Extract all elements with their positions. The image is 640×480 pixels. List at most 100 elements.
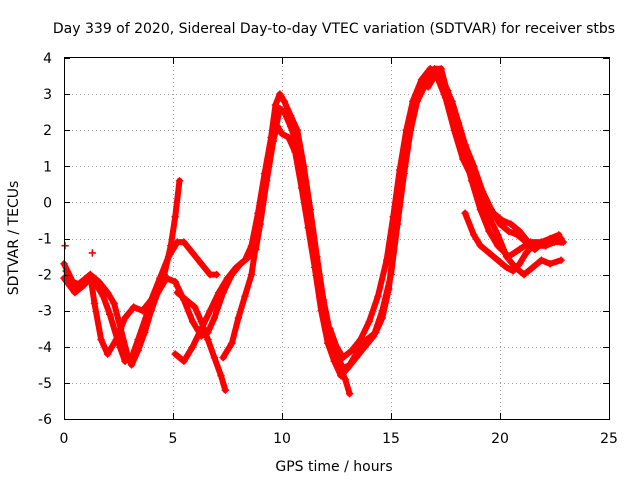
data-point	[515, 245, 524, 254]
data-point	[310, 263, 319, 272]
data-point	[520, 270, 528, 279]
data-point	[103, 350, 112, 358]
data-point	[306, 205, 315, 214]
plot-frame	[64, 57, 610, 420]
data-point	[509, 267, 517, 275]
data-point	[515, 259, 524, 268]
data-point	[470, 162, 478, 171]
data-point	[247, 270, 256, 279]
data-point	[234, 314, 243, 322]
data-point	[494, 256, 502, 264]
data-point	[504, 252, 513, 261]
data-point	[387, 270, 395, 279]
data-point	[188, 249, 197, 257]
data-point	[197, 259, 206, 268]
data-point	[151, 292, 160, 301]
data-point	[223, 274, 232, 283]
data-point	[164, 252, 173, 261]
x-tick-label: 10	[273, 431, 291, 447]
y-tick-label: 0	[43, 195, 52, 211]
data-point	[402, 126, 411, 134]
data-point	[97, 335, 105, 344]
data-point	[204, 335, 212, 344]
data-point	[496, 220, 504, 228]
data-point	[424, 83, 432, 91]
data-point	[156, 274, 164, 283]
data-point	[487, 205, 496, 214]
data-point	[127, 353, 136, 362]
x-tick-label: 5	[169, 431, 178, 447]
data-point	[121, 357, 129, 366]
data-point	[409, 97, 417, 106]
data-point	[191, 303, 199, 311]
series-outlier	[61, 241, 97, 257]
data-point	[110, 299, 118, 308]
data-point	[337, 371, 345, 380]
data-point	[546, 234, 554, 243]
data-point	[232, 263, 241, 272]
data-point	[513, 231, 522, 239]
y-axis-label: SDTVAR / TECUs	[6, 181, 22, 296]
data-point	[470, 231, 478, 239]
data-point	[461, 209, 469, 218]
data-point	[389, 213, 397, 221]
data-point	[343, 364, 352, 373]
data-point	[241, 292, 249, 301]
y-tick-label: -1	[38, 232, 52, 248]
data-point	[494, 231, 502, 239]
data-point	[180, 357, 188, 366]
data-point	[88, 249, 97, 257]
data-point	[300, 162, 308, 171]
data-point	[134, 335, 142, 344]
x-tick-label: 25	[600, 431, 618, 447]
data-point	[395, 166, 404, 174]
data-point	[382, 256, 391, 264]
data-point	[417, 75, 426, 84]
data-point	[494, 241, 502, 250]
data-point	[522, 238, 530, 246]
data-point	[92, 281, 101, 290]
y-tick-label: 4	[43, 51, 52, 67]
data-point	[173, 238, 182, 246]
data-point	[293, 126, 302, 134]
data-point	[86, 274, 94, 283]
data-point	[206, 270, 214, 279]
data-point	[361, 343, 369, 351]
data-point	[555, 231, 563, 239]
data-point	[537, 238, 546, 246]
data-point	[221, 386, 230, 394]
data-point	[114, 339, 123, 347]
data-point	[90, 299, 99, 308]
data-point	[435, 68, 443, 77]
data-point	[267, 140, 275, 149]
data-point	[273, 122, 282, 131]
y-tick-label: -5	[38, 376, 52, 392]
x-axis-label: GPS time / hours	[275, 459, 392, 475]
data-point	[304, 223, 312, 232]
data-point	[326, 324, 334, 333]
data-point	[369, 332, 378, 340]
data-point	[528, 263, 537, 272]
data-point	[332, 343, 341, 351]
data-point	[291, 148, 299, 156]
data-point	[378, 306, 387, 315]
data-point	[103, 288, 112, 297]
data-point	[356, 335, 365, 344]
data-point	[188, 317, 197, 326]
data-point	[99, 292, 108, 301]
y-tick-labels: -6 -5 -4 -3 -2 -1 0 1 2 3 4	[38, 51, 52, 428]
data-point	[365, 317, 373, 326]
data-point	[439, 79, 448, 88]
data-point	[454, 119, 463, 127]
data-point	[171, 350, 179, 358]
data-point	[188, 343, 197, 351]
data-point	[330, 357, 339, 366]
y-tick-label: 3	[43, 87, 52, 103]
data-point	[171, 213, 179, 221]
data-point	[219, 353, 227, 362]
y-tick-label: -3	[38, 304, 52, 320]
data-point	[339, 353, 347, 362]
data-point	[180, 238, 188, 246]
data-point	[374, 292, 382, 301]
